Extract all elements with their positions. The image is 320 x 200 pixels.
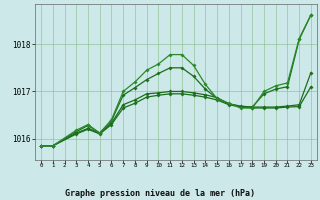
Text: Graphe pression niveau de la mer (hPa): Graphe pression niveau de la mer (hPa): [65, 189, 255, 198]
